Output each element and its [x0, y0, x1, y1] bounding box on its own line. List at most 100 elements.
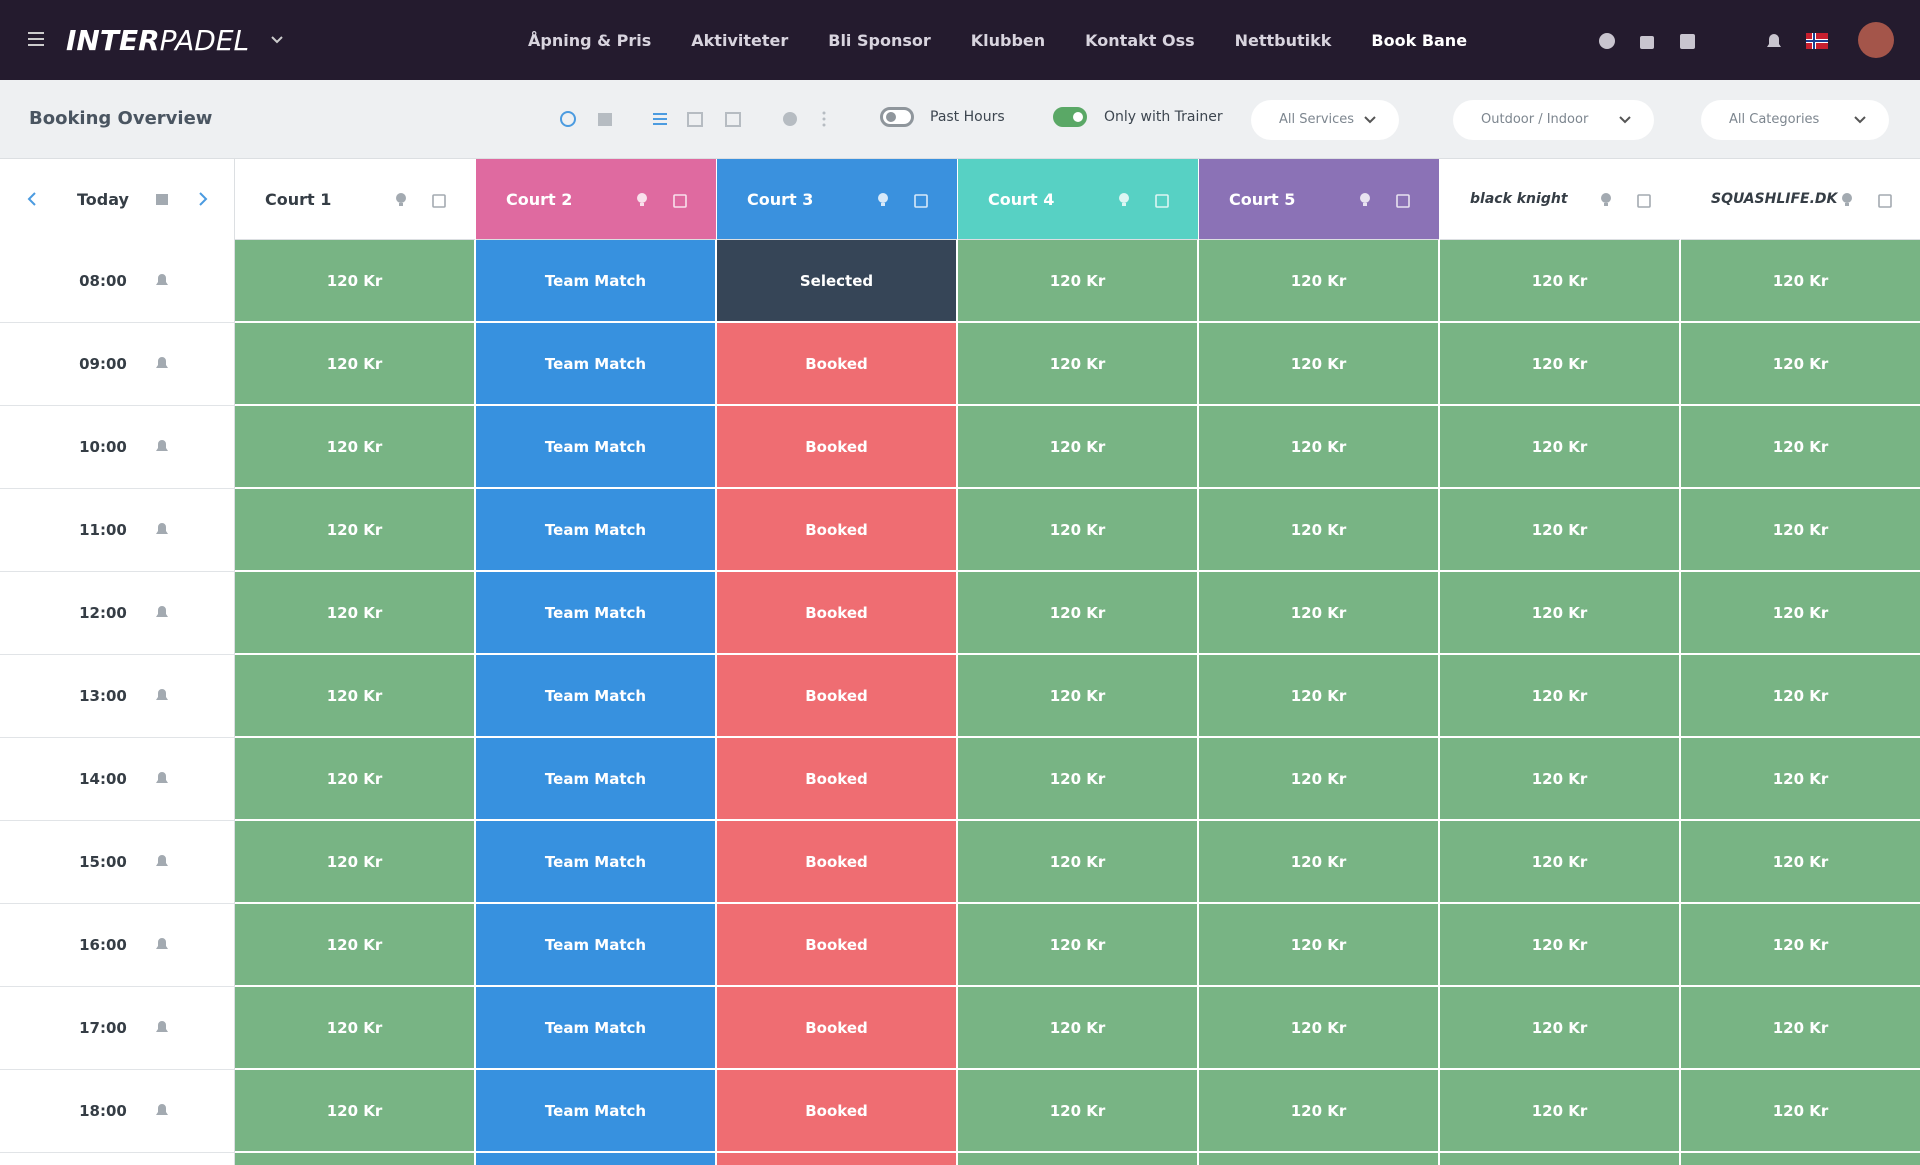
- slot[interactable]: 120 Kr: [235, 655, 474, 736]
- slot[interactable]: 120 Kr: [1440, 738, 1679, 819]
- court-icons[interactable]: [1598, 192, 1658, 208]
- slot[interactable]: 120 Kr: [1681, 821, 1920, 902]
- bell-icon[interactable]: [155, 770, 169, 786]
- calendar-icon[interactable]: [155, 192, 169, 206]
- view-icons[interactable]: [558, 110, 838, 130]
- court-header[interactable]: Court 3: [717, 159, 957, 240]
- slot[interactable]: 120 Kr: [1199, 987, 1438, 1068]
- bell-icon[interactable]: [155, 1019, 169, 1035]
- slot[interactable]: 120 Kr: [1681, 323, 1920, 404]
- slot[interactable]: 120 Kr: [958, 738, 1197, 819]
- court-icons[interactable]: [1357, 192, 1417, 208]
- slot[interactable]: Booked: [717, 1070, 956, 1151]
- slot[interactable]: Team Match: [476, 1070, 715, 1151]
- slot[interactable]: 120 Kr: [1440, 240, 1679, 321]
- slot[interactable]: 120 Kr: [1681, 655, 1920, 736]
- slot[interactable]: Team Match: [476, 240, 715, 321]
- slot-partial[interactable]: [476, 1153, 715, 1165]
- bell-icon[interactable]: [155, 604, 169, 620]
- avatar[interactable]: [1858, 22, 1894, 58]
- slot[interactable]: 120 Kr: [958, 987, 1197, 1068]
- slot-partial[interactable]: [958, 1153, 1197, 1165]
- slot[interactable]: 120 Kr: [1681, 489, 1920, 570]
- nav-item[interactable]: Kontakt Oss: [1085, 30, 1195, 50]
- slot[interactable]: Booked: [717, 323, 956, 404]
- slot[interactable]: 120 Kr: [1440, 821, 1679, 902]
- nav-item[interactable]: Aktiviteter: [691, 30, 789, 50]
- slot[interactable]: 120 Kr: [235, 240, 474, 321]
- slot[interactable]: 120 Kr: [235, 406, 474, 487]
- bell-icon[interactable]: [155, 687, 169, 703]
- slot[interactable]: 120 Kr: [1440, 489, 1679, 570]
- slot[interactable]: 120 Kr: [1440, 987, 1679, 1068]
- slot[interactable]: Booked: [717, 904, 956, 985]
- court-icons[interactable]: [875, 192, 935, 208]
- slot[interactable]: 120 Kr: [1199, 738, 1438, 819]
- slot[interactable]: 120 Kr: [1199, 1070, 1438, 1151]
- slot[interactable]: 120 Kr: [1199, 406, 1438, 487]
- court-header[interactable]: SQUASHLIFE.DK: [1681, 159, 1920, 240]
- slot-partial[interactable]: [235, 1153, 474, 1165]
- court-icons[interactable]: [393, 192, 453, 208]
- next-day[interactable]: [197, 191, 209, 207]
- slot[interactable]: 120 Kr: [235, 738, 474, 819]
- slot[interactable]: 120 Kr: [1681, 406, 1920, 487]
- slot[interactable]: 120 Kr: [235, 821, 474, 902]
- court-header[interactable]: Court 1: [235, 159, 475, 240]
- slot[interactable]: Booked: [717, 406, 956, 487]
- slot[interactable]: 120 Kr: [235, 1070, 474, 1151]
- nav-item[interactable]: Nettbutikk: [1234, 30, 1332, 50]
- bell-icon[interactable]: [155, 355, 169, 371]
- court-header[interactable]: Court 2: [476, 159, 716, 240]
- slot[interactable]: Team Match: [476, 572, 715, 653]
- slot[interactable]: 120 Kr: [958, 904, 1197, 985]
- bell-icon[interactable]: [155, 272, 169, 288]
- menu-icon[interactable]: [28, 31, 46, 47]
- slot-partial[interactable]: [1440, 1153, 1679, 1165]
- slot[interactable]: 120 Kr: [1199, 240, 1438, 321]
- slot[interactable]: 120 Kr: [1440, 572, 1679, 653]
- slot[interactable]: Team Match: [476, 323, 715, 404]
- court-icons[interactable]: [1839, 192, 1899, 208]
- slot[interactable]: 120 Kr: [958, 240, 1197, 321]
- slot[interactable]: Selected: [717, 240, 956, 321]
- slot[interactable]: 120 Kr: [1681, 904, 1920, 985]
- dropdown[interactable]: All Services: [1251, 100, 1399, 140]
- nav-item[interactable]: Klubben: [970, 30, 1046, 50]
- court-header[interactable]: black knight: [1440, 159, 1680, 240]
- court-header[interactable]: Court 5: [1199, 159, 1439, 240]
- bell-icon[interactable]: [155, 521, 169, 537]
- bell-icon[interactable]: [155, 438, 169, 454]
- slot[interactable]: Booked: [717, 821, 956, 902]
- slot[interactable]: 120 Kr: [1440, 655, 1679, 736]
- slot[interactable]: 120 Kr: [958, 406, 1197, 487]
- slot[interactable]: Team Match: [476, 406, 715, 487]
- slot[interactable]: Team Match: [476, 738, 715, 819]
- dropdown[interactable]: All Categories: [1701, 100, 1889, 140]
- slot[interactable]: 120 Kr: [958, 655, 1197, 736]
- court-icons[interactable]: [1116, 192, 1176, 208]
- slot[interactable]: Team Match: [476, 821, 715, 902]
- slot[interactable]: 120 Kr: [235, 323, 474, 404]
- nav-item[interactable]: Bli Sponsor: [828, 30, 931, 50]
- slot[interactable]: 120 Kr: [1199, 655, 1438, 736]
- slot[interactable]: 120 Kr: [1440, 406, 1679, 487]
- prev-day[interactable]: [26, 191, 38, 207]
- slot[interactable]: 120 Kr: [958, 572, 1197, 653]
- bell-icon[interactable]: [155, 1102, 169, 1118]
- slot[interactable]: Booked: [717, 489, 956, 570]
- slot-partial[interactable]: [717, 1153, 956, 1165]
- slot[interactable]: 120 Kr: [1681, 240, 1920, 321]
- toggle[interactable]: [880, 107, 914, 127]
- bell-icon[interactable]: [155, 936, 169, 952]
- slot[interactable]: 120 Kr: [235, 489, 474, 570]
- dropdown[interactable]: Outdoor / Indoor: [1453, 100, 1654, 140]
- slot[interactable]: Booked: [717, 655, 956, 736]
- slot[interactable]: 120 Kr: [958, 1070, 1197, 1151]
- slot[interactable]: 120 Kr: [1440, 323, 1679, 404]
- bell-icon[interactable]: [155, 853, 169, 869]
- logo-caret[interactable]: [270, 35, 284, 45]
- slot[interactable]: 120 Kr: [1681, 1070, 1920, 1151]
- slot[interactable]: 120 Kr: [1440, 1070, 1679, 1151]
- slot[interactable]: Booked: [717, 572, 956, 653]
